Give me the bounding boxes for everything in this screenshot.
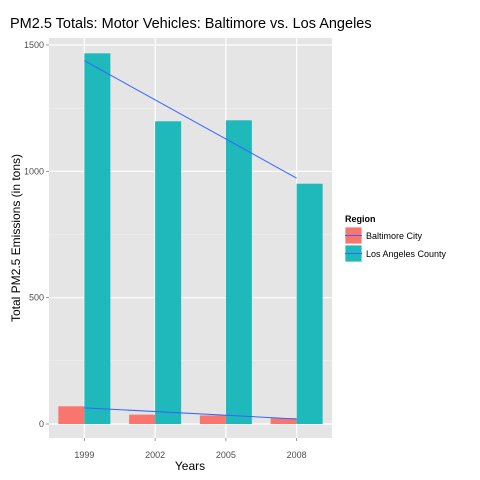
chart-title: PM2.5 Totals: Motor Vehicles: Baltimore … <box>10 16 372 32</box>
bar-los-angeles-county-1999 <box>84 53 110 424</box>
y-axis-title: Total PM2.5 Emissions (in tons) <box>9 154 23 322</box>
y-tick-label: 1000 <box>24 166 44 176</box>
bar-baltimore-city-2002 <box>129 415 155 424</box>
y-tick-label: 1500 <box>24 40 44 50</box>
legend-title: Region <box>345 214 376 224</box>
legend-label: Baltimore City <box>366 231 423 241</box>
y-axis-ticks: 0 500 1000 1500 <box>24 40 49 429</box>
x-tick-label: 2005 <box>216 450 236 460</box>
bar-los-angeles-county-2008 <box>297 184 323 424</box>
x-axis-ticks: 1999 2002 2005 2008 <box>74 438 306 460</box>
bar-los-angeles-county-2002 <box>155 121 181 424</box>
x-tick-label: 2008 <box>287 450 307 460</box>
bar-los-angeles-county-2005 <box>226 120 252 424</box>
legend: Region Baltimore City Los Angeles County <box>345 214 447 262</box>
x-tick-label: 2002 <box>145 450 165 460</box>
x-tick-label: 1999 <box>74 450 94 460</box>
y-tick-label: 0 <box>39 419 44 429</box>
bar-baltimore-city-2005 <box>200 415 226 424</box>
y-tick-label: 500 <box>29 293 44 303</box>
bar-baltimore-city-1999 <box>58 406 84 424</box>
x-axis-title: Years <box>175 459 205 473</box>
legend-label: Los Angeles County <box>366 249 447 259</box>
